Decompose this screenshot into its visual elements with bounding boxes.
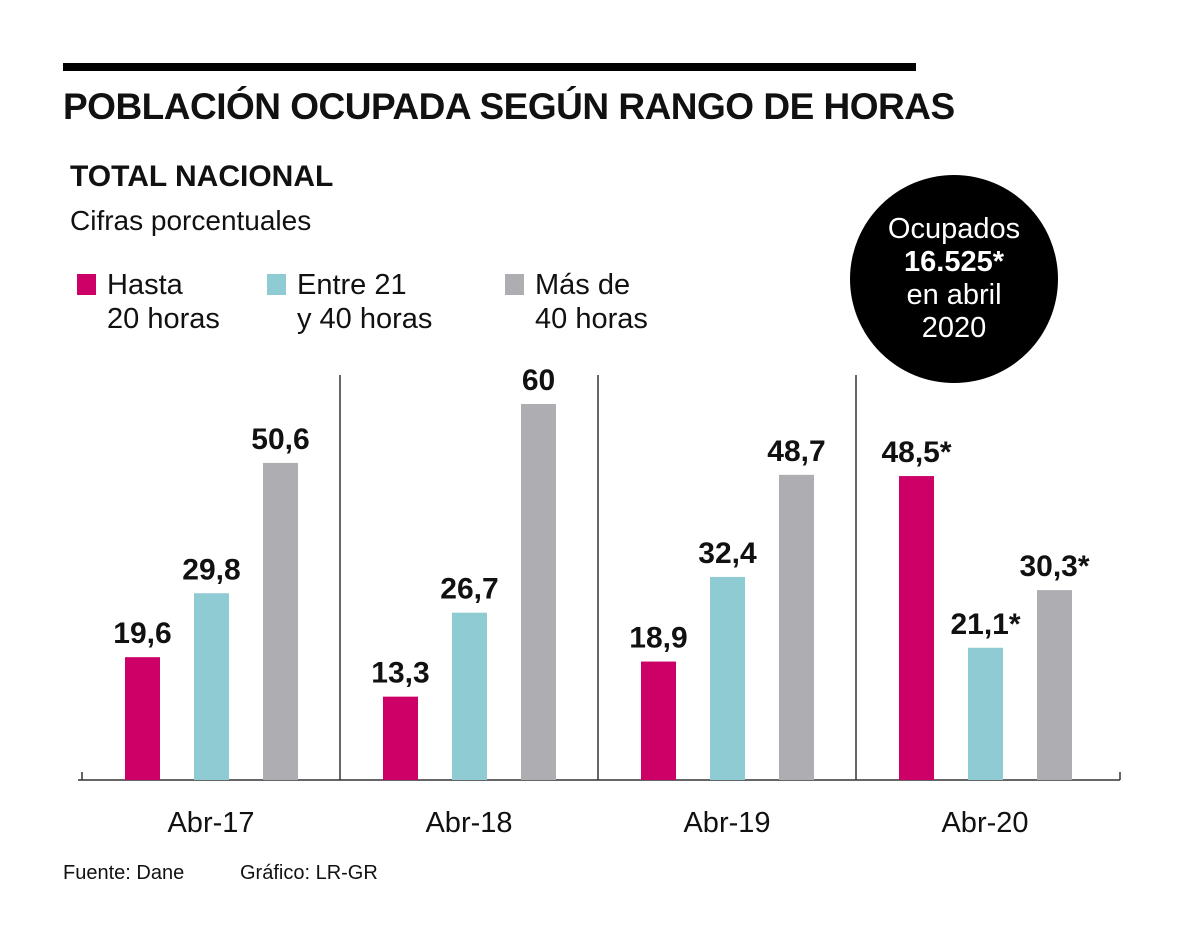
data-label: 19,6 <box>113 617 171 650</box>
legend-label-hasta-20: Hasta 20 horas <box>107 269 220 335</box>
x-tick-label: Abr-18 <box>425 807 512 839</box>
legend-label-mas-40: Más de 40 horas <box>535 269 648 335</box>
x-tick-label: Abr-20 <box>941 807 1028 839</box>
data-label: 48,5* <box>881 436 951 469</box>
bar <box>899 476 934 780</box>
data-label: 48,7 <box>767 435 825 468</box>
ocupados-badge: Ocupados 16.525* en abril 2020 <box>850 175 1058 383</box>
chart-subtitle: TOTAL NACIONAL <box>70 160 334 193</box>
bar <box>194 593 229 780</box>
credit-note: Gráfico: LR-GR <box>240 862 378 884</box>
chart-title: POBLACIÓN OCUPADA SEGÚN RANGO DE HORAS <box>63 86 955 127</box>
data-label: 60 <box>522 364 555 397</box>
data-label: 13,3 <box>371 657 429 690</box>
badge-value: 16.525* <box>904 246 1004 278</box>
data-label: 30,3* <box>1019 550 1089 583</box>
legend-item-hasta-20: Hasta 20 horas <box>77 268 220 336</box>
bar <box>263 462 298 780</box>
data-label: 32,4 <box>698 537 757 570</box>
x-tick-label: Abr-19 <box>683 807 770 839</box>
x-tick-label: Abr-17 <box>167 807 254 839</box>
bar <box>641 661 676 780</box>
legend-item-mas-40: Más de 40 horas <box>505 268 648 336</box>
bar <box>1037 590 1072 780</box>
legend-item-entre-21-40: Entre 21 y 40 horas <box>267 268 432 336</box>
data-label: 26,7 <box>440 573 498 606</box>
bar <box>383 696 418 780</box>
top-rule <box>63 63 916 71</box>
legend-label-entre-21-40: Entre 21 y 40 horas <box>297 269 433 335</box>
data-label: 50,6 <box>251 423 309 456</box>
bar <box>452 612 487 780</box>
bar <box>521 404 556 780</box>
chart-caption: Cifras porcentuales <box>70 205 312 236</box>
data-label: 21,1* <box>950 608 1020 641</box>
badge-label: Ocupados <box>887 213 1021 245</box>
bar <box>125 657 160 780</box>
bar <box>779 474 814 780</box>
bar <box>968 647 1003 780</box>
legend-swatch-mas-40 <box>505 274 524 295</box>
data-label: 18,9 <box>629 622 687 655</box>
badge-year: 2020 <box>921 312 987 344</box>
data-label: 29,8 <box>182 553 240 586</box>
legend-swatch-hasta-20 <box>77 274 96 295</box>
legend-swatch-entre-21-40 <box>267 274 286 295</box>
badge-period: en abril <box>906 279 1002 311</box>
source-note: Fuente: Dane <box>63 862 185 884</box>
bar <box>710 576 745 780</box>
